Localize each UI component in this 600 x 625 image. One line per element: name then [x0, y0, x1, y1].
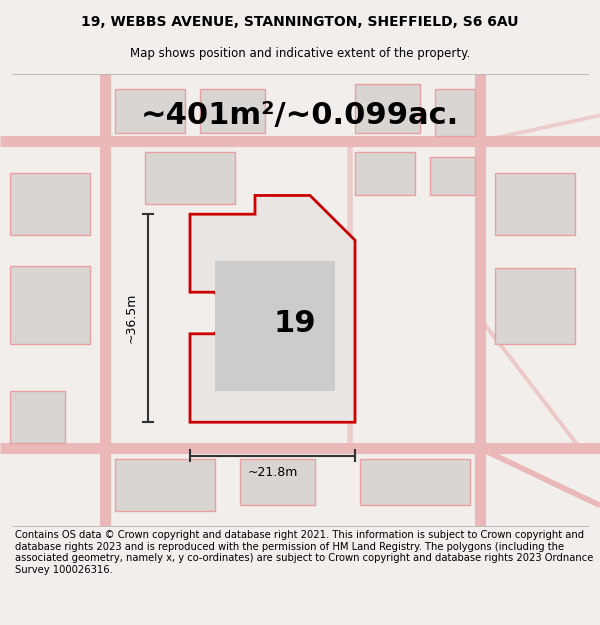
Polygon shape — [215, 261, 335, 391]
Text: 19: 19 — [274, 309, 316, 338]
Polygon shape — [355, 152, 415, 196]
Text: 19, WEBBS AVENUE, STANNINGTON, SHEFFIELD, S6 6AU: 19, WEBBS AVENUE, STANNINGTON, SHEFFIELD… — [81, 15, 519, 29]
Text: ~36.5m: ~36.5m — [125, 293, 138, 343]
Polygon shape — [355, 84, 420, 133]
Polygon shape — [115, 459, 215, 511]
Polygon shape — [240, 459, 315, 506]
Polygon shape — [190, 196, 355, 422]
Polygon shape — [10, 391, 65, 443]
Polygon shape — [10, 173, 90, 235]
Polygon shape — [435, 89, 475, 136]
Text: Contains OS data © Crown copyright and database right 2021. This information is : Contains OS data © Crown copyright and d… — [15, 530, 593, 575]
Polygon shape — [360, 459, 470, 506]
Polygon shape — [495, 268, 575, 344]
Text: ~401m²/~0.099ac.: ~401m²/~0.099ac. — [141, 101, 459, 130]
Text: ~21.8m: ~21.8m — [247, 466, 298, 479]
Polygon shape — [495, 173, 575, 235]
Text: Map shows position and indicative extent of the property.: Map shows position and indicative extent… — [130, 47, 470, 59]
Polygon shape — [10, 266, 90, 344]
Polygon shape — [115, 89, 185, 133]
Polygon shape — [430, 157, 475, 196]
Polygon shape — [145, 152, 235, 204]
Polygon shape — [200, 89, 265, 133]
